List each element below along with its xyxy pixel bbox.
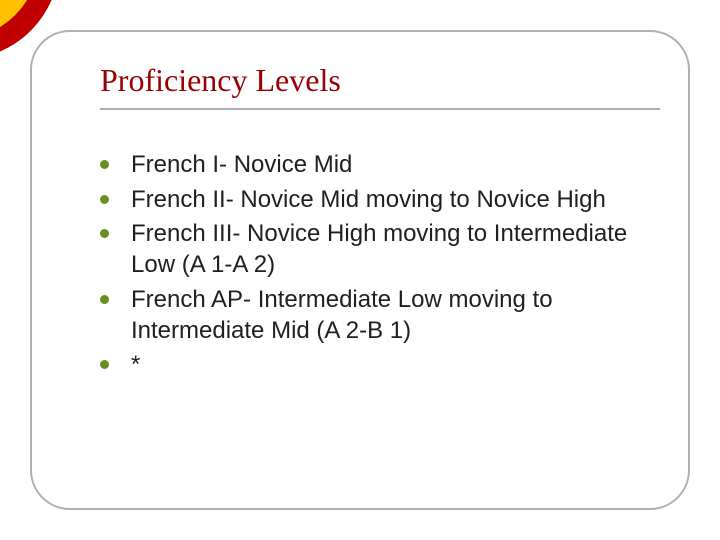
bullet-icon <box>100 295 109 304</box>
bullet-icon <box>100 229 109 238</box>
title-underline <box>100 108 660 110</box>
bullet-text: * <box>131 350 140 381</box>
list-item: French III- Novice High moving to Interm… <box>100 219 660 280</box>
bullet-text: French III- Novice High moving to Interm… <box>131 219 660 280</box>
bullet-list: French I- Novice Mid French II- Novice M… <box>100 150 660 385</box>
bullet-icon <box>100 360 109 369</box>
list-item: * <box>100 350 660 381</box>
bullet-text: French I- Novice Mid <box>131 150 352 181</box>
bullet-text: French AP- Intermediate Low moving to In… <box>131 285 660 346</box>
bullet-icon <box>100 195 109 204</box>
list-item: French AP- Intermediate Low moving to In… <box>100 285 660 346</box>
bullet-text: French II- Novice Mid moving to Novice H… <box>131 185 606 216</box>
list-item: French I- Novice Mid <box>100 150 660 181</box>
slide-title: Proficiency Levels <box>100 62 341 99</box>
list-item: French II- Novice Mid moving to Novice H… <box>100 185 660 216</box>
bullet-icon <box>100 160 109 169</box>
